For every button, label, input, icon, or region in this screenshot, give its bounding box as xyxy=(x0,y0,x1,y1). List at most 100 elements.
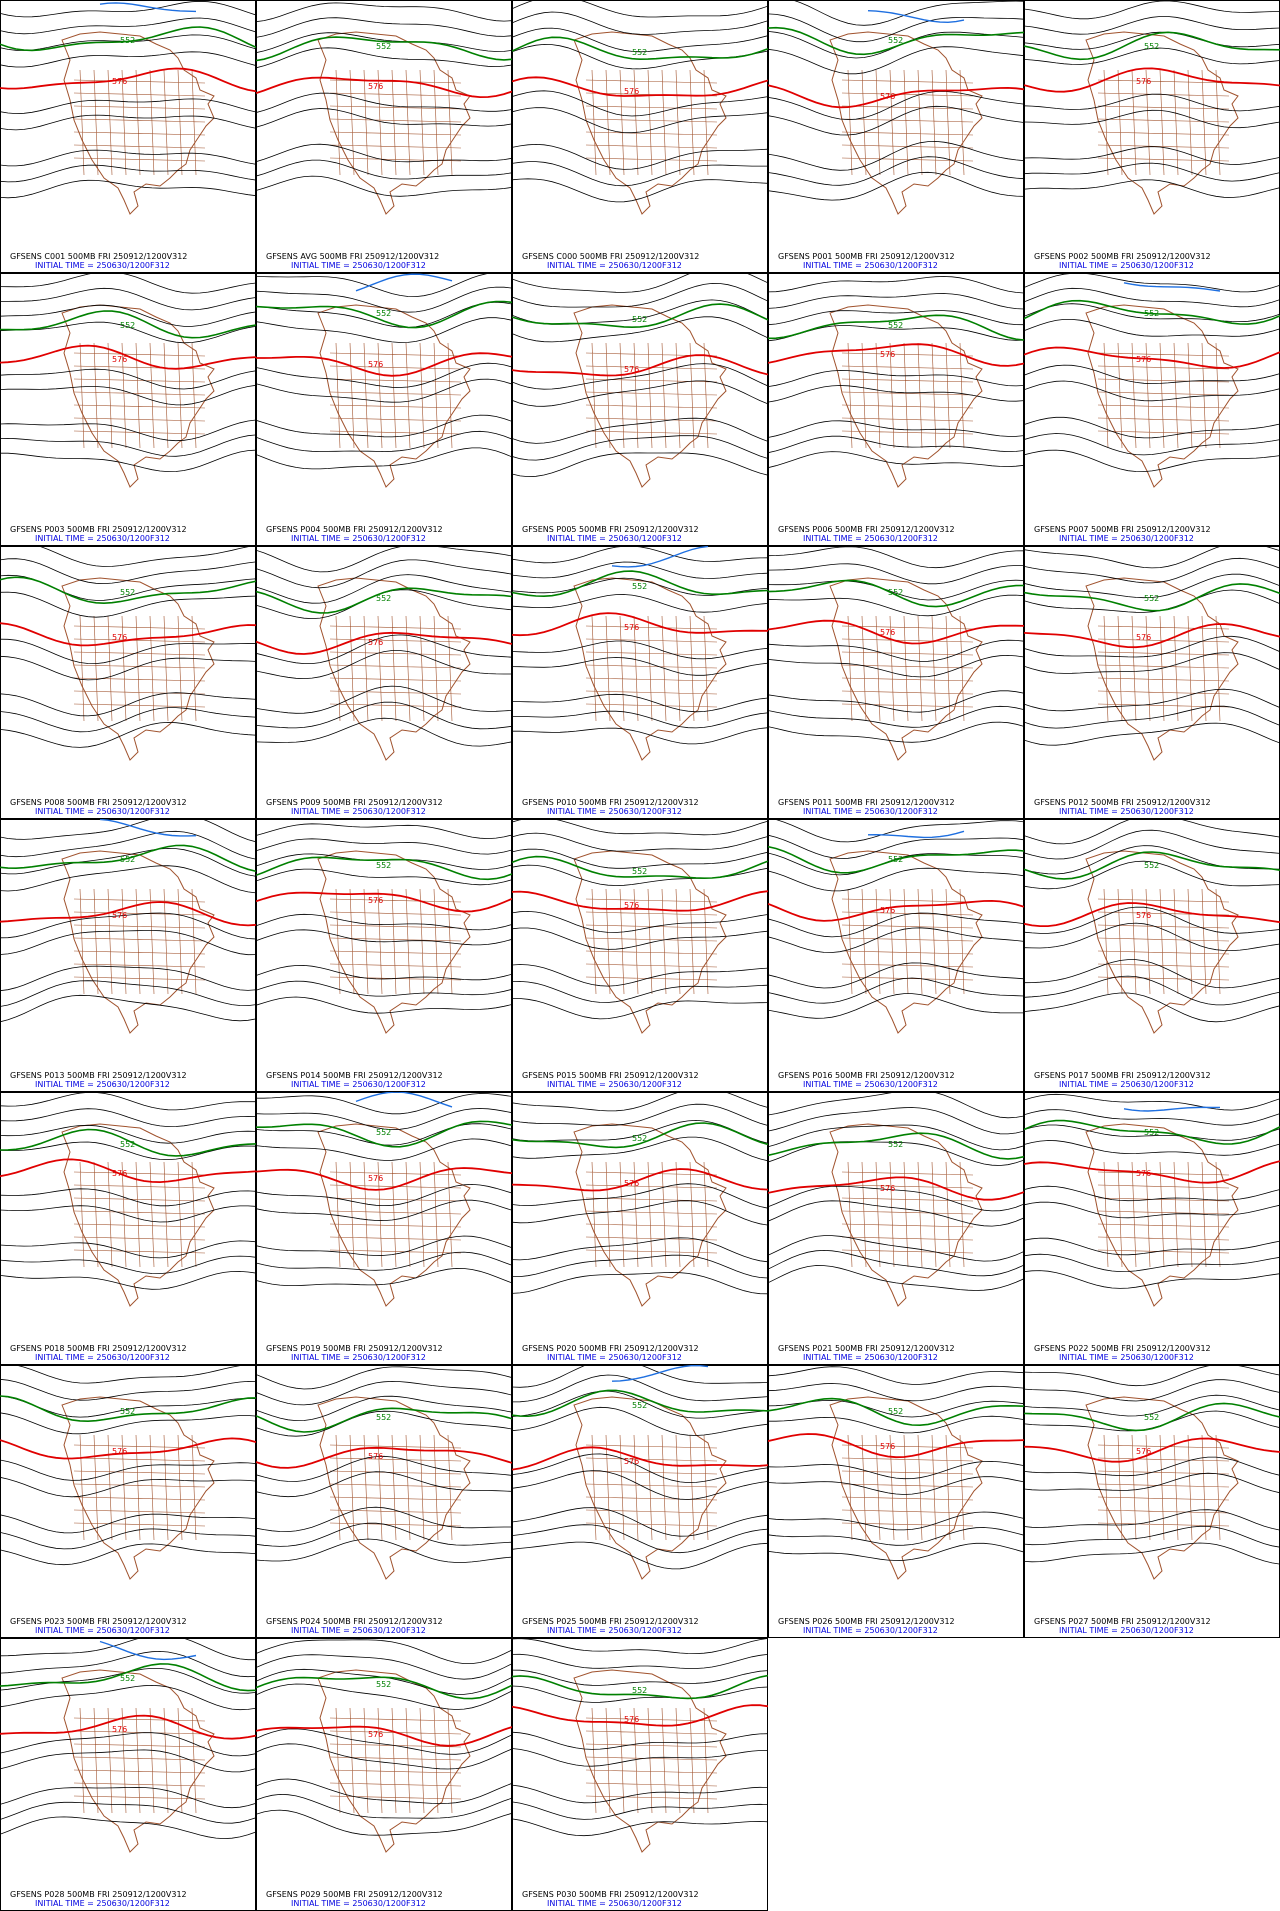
contour-552 xyxy=(1024,583,1280,612)
coastline xyxy=(573,304,727,488)
map-panel: 552 576 GFSENS P012 500MB FRI 250912/1200V… xyxy=(1024,546,1280,819)
height-contour xyxy=(1024,1109,1280,1126)
contour-label-552: 552 xyxy=(888,36,903,45)
height-contour xyxy=(768,1249,1024,1277)
panel-bg xyxy=(256,1092,512,1365)
height-contour xyxy=(512,910,768,933)
height-contour xyxy=(0,1476,256,1498)
height-contour xyxy=(1024,1509,1280,1531)
height-contour xyxy=(512,819,768,836)
panel-bg xyxy=(768,546,1024,819)
contour-label-576: 576 xyxy=(112,1725,127,1734)
contour-label-552: 552 xyxy=(632,867,647,876)
map-area xyxy=(1024,1093,1280,1307)
map-panel: 552 576 GFSENS P009 500MB FRI 250912/1200V… xyxy=(256,546,512,819)
height-contour xyxy=(256,701,512,730)
state-lines xyxy=(841,615,974,722)
height-contour xyxy=(512,1507,768,1537)
state-lines xyxy=(73,615,206,722)
coastline xyxy=(61,1123,215,1307)
map-area xyxy=(1024,273,1280,488)
map-area xyxy=(0,1638,256,1853)
height-contour xyxy=(512,1365,768,1388)
map-panel: 552 576 GFSENS P002 500MB FRI 250912/1200V… xyxy=(1024,0,1280,273)
map-panel: 552 576 GFSENS AVG 500MB FRI 250912/1200V3… xyxy=(256,0,512,273)
contour-label-552: 552 xyxy=(632,1686,647,1695)
height-contour xyxy=(768,579,1024,601)
coastline xyxy=(1085,577,1239,761)
contour-576 xyxy=(0,344,256,370)
contour-576 xyxy=(512,1168,768,1192)
coastline xyxy=(317,577,471,761)
contour-576 xyxy=(0,67,256,93)
height-contour xyxy=(0,1270,256,1290)
init-time: INITIAL TIME = 250630/1200F312 xyxy=(35,1080,170,1089)
height-contour xyxy=(256,1093,512,1115)
panel-title: GFSENS P017 500MB FRI 250912/1200V312 xyxy=(1034,1071,1211,1080)
height-contour xyxy=(512,1200,768,1226)
state-lines xyxy=(73,1434,206,1541)
height-contour xyxy=(0,51,256,68)
height-contour xyxy=(768,1527,1024,1546)
height-contour xyxy=(256,1522,512,1547)
coastline xyxy=(61,31,215,215)
panel-bg xyxy=(256,819,512,1092)
contour-540 xyxy=(355,1092,453,1108)
contour-576 xyxy=(1024,623,1280,649)
height-contour xyxy=(768,1460,1024,1480)
init-time: INITIAL TIME = 250630/1200F312 xyxy=(1059,534,1194,543)
height-contour xyxy=(1024,922,1280,952)
contour-label-576: 576 xyxy=(1136,911,1151,920)
contour-576 xyxy=(256,1167,512,1191)
coastline xyxy=(573,577,727,761)
height-contour xyxy=(256,913,512,931)
height-contour xyxy=(1024,93,1280,112)
height-contour xyxy=(768,105,1024,136)
panel-bg xyxy=(512,819,768,1092)
height-contour xyxy=(0,164,256,183)
contour-label-576: 576 xyxy=(880,1442,895,1451)
height-contour xyxy=(1024,303,1280,323)
height-contour xyxy=(0,17,256,35)
panel-title: GFSENS P019 500MB FRI 250912/1200V312 xyxy=(266,1344,443,1353)
height-contour xyxy=(512,1453,768,1484)
contour-576 xyxy=(256,1446,512,1469)
contour-540 xyxy=(99,2,197,13)
coastline xyxy=(829,850,983,1034)
height-contour xyxy=(1024,364,1280,385)
panel-bg xyxy=(0,1092,256,1365)
panel-title: GFSENS P020 500MB FRI 250912/1200V312 xyxy=(522,1344,699,1353)
map-area xyxy=(512,546,768,761)
state-lines xyxy=(1097,888,1230,995)
map-area xyxy=(768,819,1024,1034)
contour-label-552: 552 xyxy=(632,1401,647,1410)
contour-552 xyxy=(512,855,768,880)
state-lines xyxy=(329,1434,462,1541)
state-lines xyxy=(329,342,462,449)
height-contour xyxy=(768,721,1024,743)
map-panel: 552 576 GFSENS P022 500MB FRI 250912/1200V… xyxy=(1024,1092,1280,1365)
height-contour xyxy=(768,993,1024,1019)
map-area xyxy=(768,276,1024,488)
height-contour xyxy=(512,1653,768,1669)
contour-552 xyxy=(768,314,1024,341)
height-contour xyxy=(256,838,512,855)
contour-552 xyxy=(768,845,1024,874)
contour-label-552: 552 xyxy=(888,1407,903,1416)
height-contour xyxy=(768,1265,1024,1291)
height-contour xyxy=(1024,1237,1280,1256)
contour-576 xyxy=(256,352,512,377)
height-contour xyxy=(0,1124,256,1144)
contour-label-552: 552 xyxy=(120,1674,135,1683)
init-time: INITIAL TIME = 250630/1200F312 xyxy=(547,807,682,816)
contour-552 xyxy=(1024,851,1280,880)
panel-title: GFSENS P029 500MB FRI 250912/1200V312 xyxy=(266,1890,443,1899)
map-area xyxy=(256,546,512,761)
contour-label-552: 552 xyxy=(632,1134,647,1143)
contour-label-576: 576 xyxy=(880,1184,895,1193)
height-contour xyxy=(256,1654,512,1680)
height-contour xyxy=(256,980,512,997)
contour-576 xyxy=(512,354,768,377)
contour-label-552: 552 xyxy=(120,855,135,864)
height-contour xyxy=(1024,1394,1280,1417)
